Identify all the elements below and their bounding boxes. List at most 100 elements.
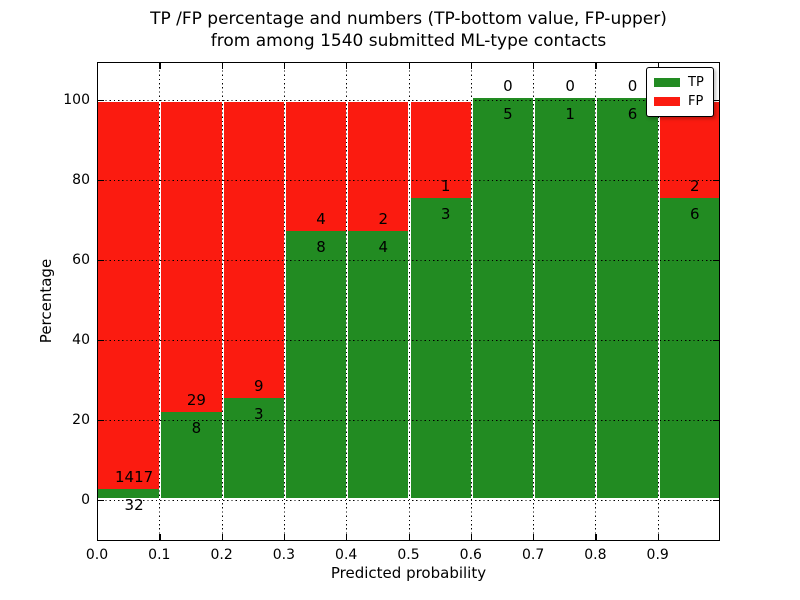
y-tick-right (713, 179, 719, 181)
x-tick-label-0.7: 0.7 (521, 547, 545, 563)
y-tick-right (713, 99, 719, 101)
annotation-tp-count: 5 (503, 105, 513, 123)
gridline-y-60 (97, 260, 720, 261)
legend-box: TP FP (646, 67, 714, 117)
bar-column-0.5 (408, 100, 471, 500)
legend-item-TP: TP (654, 73, 706, 92)
annotation-tp-count: 3 (254, 405, 264, 423)
annotation-tp-count: 4 (378, 238, 389, 256)
x-tick-bottom (159, 534, 161, 540)
x-tick-label-0.1: 0.1 (148, 547, 171, 563)
y-tick-label-80: 80 (72, 172, 90, 188)
x-tick-label-0.9: 0.9 (646, 547, 669, 563)
bar-column-0 (97, 100, 160, 500)
annotation-tp-count: 1 (565, 105, 575, 123)
x-tick-top (408, 63, 410, 69)
x-tick-top (283, 63, 286, 69)
chart-title-line1: TP /FP percentage and numbers (TP-bottom… (150, 9, 667, 29)
x-tick-top (595, 63, 597, 69)
gridline-x-0.4 (346, 62, 348, 541)
gridline-x-0.6 (470, 62, 472, 541)
annotation-fp-count: 29 (186, 391, 206, 409)
gridline-y-80 (97, 180, 720, 181)
annotation-fp-count: 0 (565, 77, 575, 95)
x-tick-label-0.5: 0.5 (397, 547, 420, 563)
bar-segment-tp (97, 489, 160, 498)
annotation-fp-count: 2 (378, 210, 389, 228)
annotation-fp-count: 1 (440, 177, 451, 195)
x-tick-top (470, 63, 473, 69)
legend-item-FP: FP (654, 92, 706, 111)
y-tick-label-20: 20 (72, 412, 90, 428)
annotation-tp-count: 8 (191, 419, 202, 437)
y-tick-label-0: 0 (81, 492, 90, 508)
bar-column-0.7 (533, 98, 596, 500)
x-tick-bottom (408, 534, 410, 540)
annotation-tp-count: 6 (627, 105, 638, 123)
bar-segment-tp (161, 412, 222, 498)
legend-swatch-fp (654, 97, 680, 106)
annotation-fp-count: 2 (690, 177, 700, 195)
chart-title-line2: from among 1540 submitted ML-type contac… (210, 31, 607, 51)
x-tick-bottom (657, 534, 659, 540)
bar-segment-tp (659, 198, 720, 498)
bar-segment-fp (223, 102, 284, 402)
x-tick-label-0.6: 0.6 (459, 547, 482, 563)
y-tick-label-60: 60 (72, 252, 90, 268)
bar-segment-fp (97, 102, 160, 493)
x-tick-top (346, 63, 348, 69)
annotation-fp-count: 0 (503, 77, 513, 95)
gridline-x-0.7 (533, 62, 535, 541)
plot-area: 1417 32 29 8 9 3 4 8 2 4 1 3 0 5 0 1 0 6 2 6 (97, 62, 720, 541)
bar-segment-fp (285, 102, 347, 235)
annotation-tp-count: 3 (440, 205, 451, 223)
x-tick-label-0.3: 0.3 (272, 547, 296, 563)
y-tick-label-100: 100 (63, 92, 90, 108)
x-tick-top (159, 63, 161, 69)
y-axis-label: Percentage (37, 258, 55, 344)
y-tick-label-40: 40 (72, 332, 90, 348)
y-tick-left (98, 179, 104, 181)
gridline-x-0.8 (595, 62, 597, 541)
x-tick-top (221, 63, 223, 69)
bar-column-0.6 (470, 98, 534, 500)
y-tick-right (713, 259, 719, 261)
bar-column-0.1 (159, 100, 222, 500)
x-tick-top (533, 63, 535, 69)
bar-column-0.8 (595, 98, 658, 500)
bar-column-0.2 (221, 100, 284, 500)
bar-segment-fp (659, 102, 720, 202)
x-tick-top (657, 63, 659, 69)
x-tick-label-0.0: 0.0 (85, 547, 109, 563)
bar-column-0.9 (657, 100, 720, 500)
annotation-fp-count: 1417 (115, 468, 154, 486)
legend-label-fp: FP (688, 93, 704, 109)
y-tick-left (98, 259, 104, 261)
bar-segment-tp (472, 98, 534, 498)
x-tick-bottom (595, 534, 597, 540)
annotation-fp-count: 4 (316, 210, 326, 228)
bar-column-0.3 (283, 100, 347, 500)
gridline-x-0.5 (408, 62, 410, 541)
y-tick-left (98, 499, 104, 501)
bar-segment-tp (410, 198, 471, 498)
legend-label-tp: TP (688, 74, 704, 90)
gridline-y-40 (97, 340, 720, 341)
x-tick-label-0.4: 0.4 (335, 547, 358, 563)
x-tick-bottom (221, 534, 223, 540)
gridline-x-0.3 (283, 62, 285, 541)
gridline-y-20 (97, 420, 720, 421)
gridline-x-0.1 (159, 62, 161, 541)
gridline-y-0 (97, 500, 720, 501)
y-tick-right (713, 419, 719, 421)
gridline-x-0.2 (221, 62, 223, 541)
annotation-tp-count: 6 (690, 205, 700, 223)
bar-segment-tp (285, 231, 347, 498)
x-tick-bottom (470, 534, 473, 540)
bar-segment-tp (348, 231, 409, 498)
annotation-fp-count: 0 (627, 77, 638, 95)
annotation-tp-count: 8 (316, 238, 326, 256)
annotation-tp-count: 32 (124, 496, 144, 514)
x-tick-label-0.8: 0.8 (584, 547, 607, 563)
